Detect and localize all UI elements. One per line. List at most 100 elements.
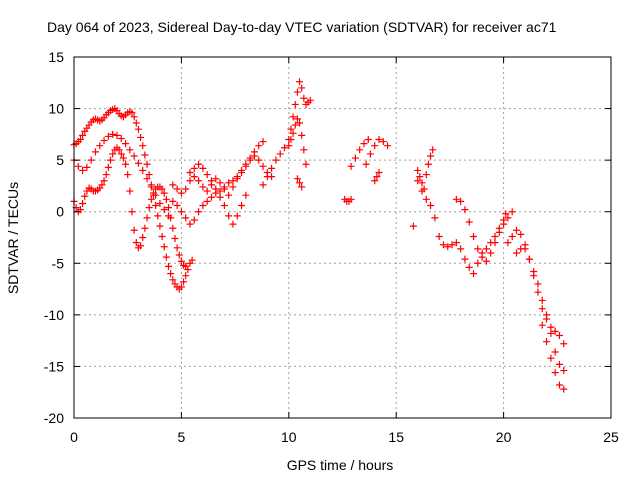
data-point	[122, 140, 130, 148]
data-point	[351, 154, 359, 162]
data-point	[207, 193, 215, 201]
data-point	[79, 199, 87, 207]
data-point	[177, 189, 185, 197]
x-tick-label: 0	[70, 429, 78, 445]
data-point	[216, 187, 224, 195]
data-point	[259, 162, 267, 170]
data-point	[414, 166, 422, 174]
data-point	[182, 262, 190, 270]
series-arc-6c	[538, 321, 568, 393]
data-point	[242, 160, 250, 168]
data-point	[538, 305, 546, 313]
y-tick-label: -10	[44, 307, 64, 323]
data-point	[461, 255, 469, 263]
y-tick-label: 10	[48, 101, 64, 117]
data-point	[152, 191, 160, 199]
x-tick-label: 20	[496, 429, 512, 445]
data-point	[538, 296, 546, 304]
data-point	[263, 173, 271, 181]
data-point	[104, 163, 112, 171]
data-point	[83, 163, 91, 171]
data-point	[182, 214, 190, 222]
data-point	[207, 177, 215, 185]
data-point	[233, 173, 241, 181]
data-point	[160, 206, 168, 214]
data-point	[285, 142, 293, 150]
data-point	[298, 84, 306, 92]
series-arc-5d	[452, 195, 516, 265]
data-point	[212, 185, 220, 193]
data-point	[177, 283, 185, 291]
x-tick-label: 5	[178, 429, 186, 445]
data-point	[296, 119, 304, 127]
data-point	[300, 146, 308, 154]
data-point	[91, 148, 99, 156]
data-point	[525, 255, 533, 263]
data-point	[424, 160, 432, 168]
data-point	[502, 210, 510, 218]
data-point	[165, 204, 173, 212]
data-point	[465, 218, 473, 226]
data-point	[347, 162, 355, 170]
data-point	[512, 226, 520, 234]
data-point	[173, 202, 181, 210]
data-point	[300, 94, 308, 102]
data-point	[409, 222, 417, 230]
data-point	[474, 245, 482, 253]
data-point	[132, 239, 140, 247]
data-point	[268, 164, 276, 172]
data-point	[457, 197, 465, 205]
data-point	[137, 133, 145, 141]
data-point	[160, 189, 168, 197]
y-tick-label: 0	[56, 204, 64, 220]
data-point	[195, 208, 203, 216]
data-point	[229, 183, 237, 191]
data-point	[495, 228, 503, 236]
data-point	[422, 195, 430, 203]
data-point	[287, 125, 295, 133]
data-point	[156, 222, 164, 230]
data-point	[287, 136, 295, 144]
data-point	[220, 183, 228, 191]
data-point	[431, 214, 439, 222]
data-point	[530, 268, 538, 276]
data-point	[109, 150, 117, 158]
data-point	[555, 381, 563, 389]
data-point	[547, 329, 555, 337]
data-point	[482, 245, 490, 253]
data-point	[154, 212, 162, 220]
data-point	[448, 241, 456, 249]
data-point	[158, 232, 166, 240]
data-point	[152, 202, 160, 210]
data-point	[173, 244, 181, 252]
data-point	[100, 177, 108, 185]
data-point	[162, 253, 170, 261]
series-arc-1b	[70, 144, 190, 270]
data-point	[195, 160, 203, 168]
data-point	[491, 232, 499, 240]
x-axis-label: GPS time / hours	[287, 457, 394, 473]
data-point	[555, 331, 563, 339]
data-point	[229, 220, 237, 228]
data-point	[508, 232, 516, 240]
data-point	[130, 152, 138, 160]
x-tick-label: 25	[603, 429, 619, 445]
data-point	[373, 173, 381, 181]
data-point	[347, 195, 355, 203]
data-point	[212, 175, 220, 183]
data-point	[100, 137, 108, 145]
gridlines	[74, 57, 611, 418]
data-point	[177, 257, 185, 265]
data-point	[418, 179, 426, 187]
y-tick-label: -20	[44, 410, 64, 426]
data-point	[225, 179, 233, 187]
data-point	[375, 136, 383, 144]
data-point	[246, 154, 254, 162]
data-point	[298, 183, 306, 191]
data-point	[293, 115, 301, 123]
data-point	[362, 160, 370, 168]
data-point	[130, 113, 138, 121]
data-point	[512, 249, 520, 257]
data-point	[470, 232, 478, 240]
series-arc-4b	[347, 136, 372, 170]
